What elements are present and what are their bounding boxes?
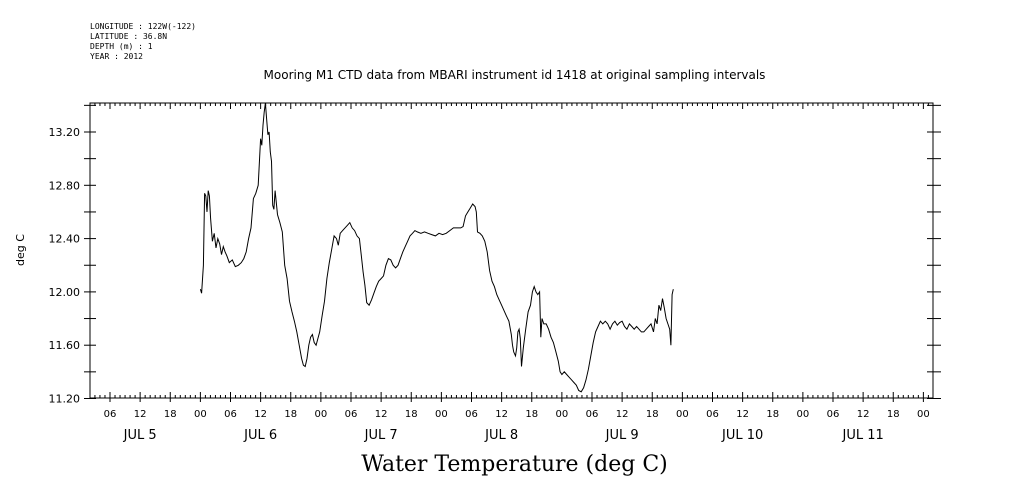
footer-title: Water Temperature (deg C) [361,452,668,477]
x-tick-label: 12 [375,409,388,420]
x-tick-label: 06 [104,409,117,420]
x-tick-label: 06 [465,409,478,420]
axis-ticks [84,103,941,402]
x-tick-label: 18 [887,409,900,420]
x-tick-label: 18 [525,409,538,420]
x-tick-label: 12 [495,409,508,420]
y-tick-label: 12.00 [49,286,81,299]
year-label: YEAR : 2012 [90,52,143,61]
x-day-label: JUL 6 [243,428,277,443]
x-tick-label: 18 [766,409,779,420]
x-tick-label: 00 [797,409,810,420]
x-day-label: JUL 9 [605,428,639,443]
y-tick-label: 13.20 [49,126,81,139]
x-tick-label: 12 [857,409,870,420]
x-tick-label: 06 [224,409,237,420]
x-tick-label: 18 [646,409,659,420]
x-tick-label: 00 [194,409,207,420]
x-tick-label: 12 [134,409,147,420]
x-day-label: JUL 10 [721,428,763,443]
y-tick-label: 12.40 [49,233,81,246]
water-temperature-line [199,102,674,393]
x-tick-label: 18 [405,409,418,420]
x-tick-label: 12 [616,409,629,420]
x-tick-label: 06 [586,409,599,420]
x-tick-label: 00 [315,409,328,420]
y-tick-label: 11.60 [49,339,81,352]
x-tick-label: 00 [917,409,930,420]
plot-frame [89,102,934,399]
x-tick-label: 00 [435,409,448,420]
x-tick-label: 00 [676,409,689,420]
x-tick-label: 18 [164,409,177,420]
x-day-label: JUL 7 [364,428,398,443]
x-tick-label: 06 [345,409,358,420]
x-day-label: JUL 11 [841,428,883,443]
chart-title: Mooring M1 CTD data from MBARI instrumen… [263,68,766,82]
metadata-block: LONGITUDE : 122W(-122) LATITUDE : 36.8N … [90,22,196,62]
x-tick-label: 12 [254,409,267,420]
x-day-label: JUL 5 [123,428,157,443]
x-tick-label: 06 [706,409,719,420]
x-tick-label: 06 [827,409,840,420]
x-day-label: JUL 8 [484,428,518,443]
axis-tick-labels: 06 12 18 00 06 12 18 00 06 12 18 00 06 12 18 00 06 12 18 00… [49,126,930,443]
depth-label: DEPTH (m) : 1 [90,42,153,51]
latitude-label: LATITUDE : 36.8N [90,32,168,41]
x-tick-label: 12 [736,409,749,420]
longitude-label: LONGITUDE : 122W(-122) [90,22,196,31]
y-tick-label: 12.80 [49,179,81,192]
x-tick-label: 18 [284,409,297,420]
x-tick-label: 00 [556,409,569,420]
y-tick-label: 11.20 [49,393,81,406]
